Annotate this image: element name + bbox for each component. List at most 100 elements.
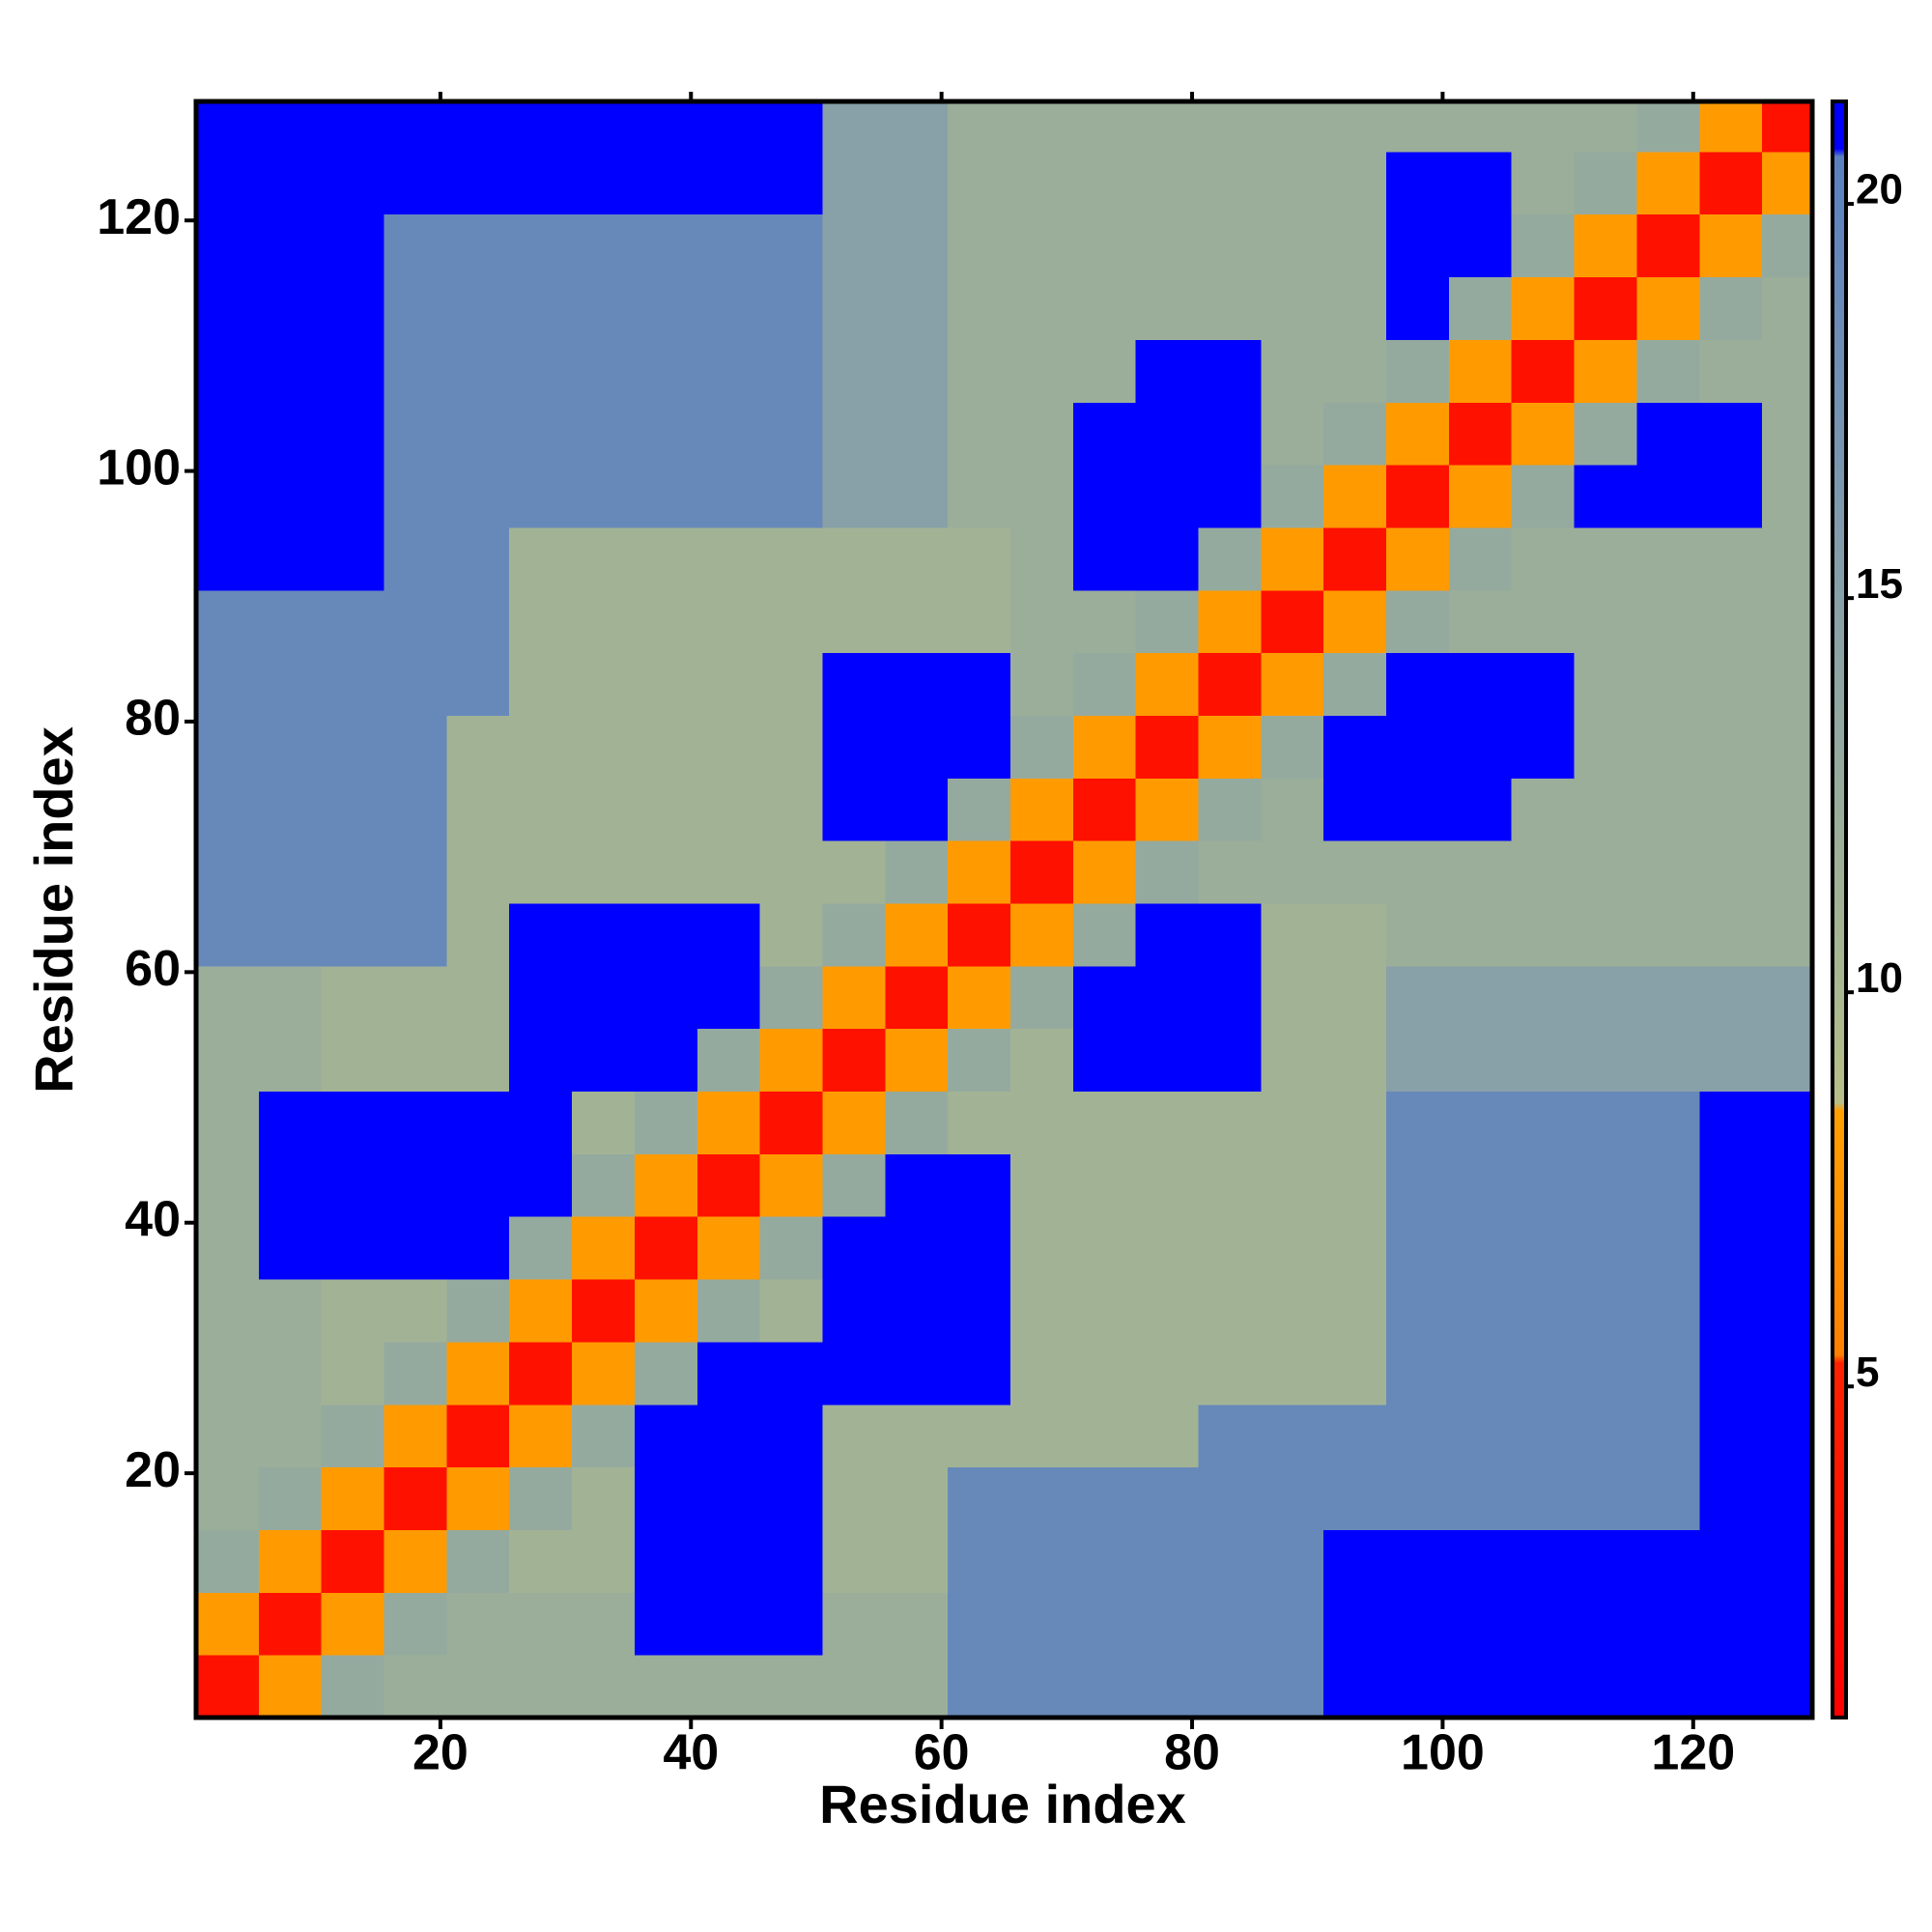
heatmap-cell: [572, 526, 636, 591]
heatmap-cell: [759, 715, 823, 779]
heatmap-cell: [759, 903, 823, 967]
heatmap-cell: [1386, 213, 1450, 278]
heatmap-cell: [1009, 1466, 1074, 1530]
heatmap-cell: [1448, 965, 1513, 1030]
heatmap-cell: [446, 1091, 510, 1154]
heatmap-cell: [384, 1279, 447, 1343]
heatmap-cell: [1574, 1091, 1637, 1154]
heatmap-cell: [1386, 526, 1450, 591]
heatmap-cell: [1386, 1091, 1450, 1154]
heatmap-cell: [509, 1341, 573, 1406]
heatmap-cell: [384, 276, 447, 340]
heatmap-cell: [1699, 213, 1763, 278]
heatmap-cell: [509, 1529, 573, 1593]
heatmap-cell: [634, 1279, 698, 1343]
heatmap-cell: [1386, 1216, 1450, 1280]
heatmap-cell: [446, 903, 510, 967]
heatmap-cells: [196, 101, 1813, 1719]
heatmap-cell: [572, 1091, 636, 1154]
heatmap-cell: [885, 526, 949, 591]
heatmap-cell: [1386, 715, 1450, 779]
heatmap-cell: [759, 1655, 823, 1719]
heatmap-cell: [572, 652, 636, 716]
heatmap-cell: [759, 589, 823, 654]
heatmap-cell: [384, 1655, 447, 1719]
heatmap-cell: [1072, 1655, 1137, 1719]
heatmap-cell: [446, 101, 510, 153]
heatmap-cell: [885, 1028, 949, 1093]
heatmap-cell: [822, 1655, 886, 1719]
heatmap-cell: [384, 652, 447, 716]
heatmap-cell: [196, 840, 260, 904]
heatmap-cell: [1762, 465, 1813, 528]
heatmap-cell: [384, 840, 447, 904]
heatmap-cell: [384, 1153, 447, 1217]
heatmap-cell: [822, 1153, 886, 1217]
heatmap-cell: [634, 1529, 698, 1593]
heatmap-cell: [1135, 589, 1200, 654]
heatmap-cell: [321, 1592, 385, 1656]
heatmap-cell: [258, 965, 323, 1030]
heatmap-cell: [1511, 339, 1576, 403]
heatmap-cell: [1511, 1279, 1576, 1343]
heatmap-cell: [509, 1466, 573, 1530]
heatmap-cell: [1323, 965, 1387, 1030]
heatmap-cell: [1198, 778, 1262, 841]
heatmap-cell: [696, 965, 761, 1030]
heatmap-cell: [1762, 589, 1813, 654]
heatmap-cell: [885, 1341, 949, 1406]
heatmap-cell: [321, 1153, 385, 1217]
heatmap-cell: [1699, 1028, 1763, 1093]
heatmap-cell: [1386, 1279, 1450, 1343]
heatmap-cell: [509, 339, 573, 403]
heatmap-cell: [1636, 652, 1700, 716]
heatmap-cell: [1636, 1091, 1700, 1154]
heatmap-cell: [1198, 1028, 1262, 1093]
heatmap-cell: [509, 101, 573, 153]
heatmap-cell: [759, 1529, 823, 1593]
heatmap-cell: [1072, 276, 1137, 340]
heatmap-cell: [634, 526, 698, 591]
heatmap-cell: [1636, 840, 1700, 904]
heatmap-cell: [759, 1592, 823, 1656]
heatmap-cell: [1072, 652, 1137, 716]
heatmap-cell: [1323, 1091, 1387, 1154]
heatmap-cell: [1574, 101, 1637, 153]
heatmap-cell: [1261, 1216, 1324, 1280]
heatmap-cell: [1135, 1466, 1200, 1530]
heatmap-cell: [446, 1592, 510, 1656]
heatmap-cell: [321, 652, 385, 716]
heatmap-cell: [258, 339, 323, 403]
heatmap-cell: [196, 339, 260, 403]
heatmap-cell: [1009, 151, 1074, 215]
heatmap-cell: [1699, 1216, 1763, 1280]
heatmap-cell: [1448, 1466, 1513, 1530]
heatmap-cell: [1261, 589, 1324, 654]
heatmap-cell: [1762, 402, 1813, 466]
heatmap-cell: [1198, 1404, 1262, 1468]
heatmap-cell: [1574, 715, 1637, 779]
heatmap-cell: [509, 1592, 573, 1656]
heatmap-cell: [258, 903, 323, 967]
heatmap-cell: [1762, 151, 1813, 215]
heatmap-cell: [384, 778, 447, 841]
heatmap-cell: [759, 1279, 823, 1343]
heatmap-cell: [696, 1279, 761, 1343]
heatmap-cell: [572, 1529, 636, 1593]
heatmap-cell: [822, 101, 886, 153]
heatmap-cell: [1448, 1091, 1513, 1154]
heatmap-cell: [1198, 1153, 1262, 1217]
heatmap-cell: [1762, 101, 1813, 153]
heatmap-cell: [1511, 1404, 1576, 1468]
heatmap-cell: [1135, 1529, 1200, 1593]
heatmap-cell: [321, 1341, 385, 1406]
heatmap-cell: [1511, 465, 1576, 528]
heatmap-cell: [822, 778, 886, 841]
heatmap-cell: [634, 715, 698, 779]
heatmap-cell: [1261, 1279, 1324, 1343]
heatmap-cell: [1386, 652, 1450, 716]
heatmap-cell: [1574, 465, 1637, 528]
heatmap-cell: [948, 1091, 1011, 1154]
heatmap-cell: [1762, 526, 1813, 591]
heatmap-cell: [1636, 101, 1700, 153]
